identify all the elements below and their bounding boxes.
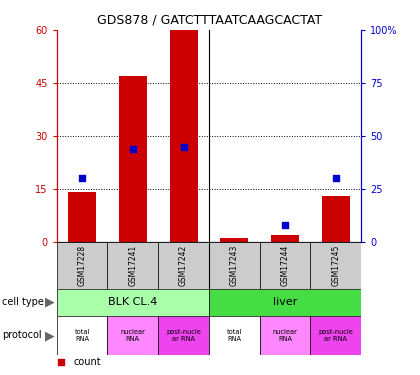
Point — [79, 176, 85, 181]
Text: ▶: ▶ — [45, 296, 54, 309]
Bar — [322, 196, 350, 242]
Text: total
RNA: total RNA — [74, 329, 90, 342]
Text: liver: liver — [273, 297, 297, 307]
Text: post-nucle
ar RNA: post-nucle ar RNA — [166, 329, 201, 342]
Text: GSM17245: GSM17245 — [331, 244, 340, 286]
Text: post-nucle
ar RNA: post-nucle ar RNA — [318, 329, 353, 342]
Bar — [57, 289, 209, 316]
Bar — [158, 242, 209, 289]
Bar — [57, 316, 108, 355]
Bar — [108, 316, 158, 355]
Text: ▶: ▶ — [45, 329, 54, 342]
Bar — [68, 192, 96, 242]
Bar — [119, 76, 147, 242]
Bar — [108, 242, 158, 289]
Bar — [271, 235, 299, 242]
Text: nuclear
RNA: nuclear RNA — [273, 329, 297, 342]
Text: GDS878 / GATCTTTAATCAAGCACTAT: GDS878 / GATCTTTAATCAAGCACTAT — [97, 13, 323, 26]
Bar — [220, 238, 248, 242]
Text: GSM17228: GSM17228 — [78, 245, 87, 286]
Point — [58, 359, 65, 365]
Bar — [260, 316, 310, 355]
Point — [282, 222, 289, 228]
Text: GSM17241: GSM17241 — [129, 245, 137, 286]
Point — [129, 146, 136, 152]
Point — [333, 176, 339, 181]
Bar — [170, 30, 197, 242]
Bar — [209, 242, 260, 289]
Text: protocol: protocol — [2, 330, 42, 340]
Bar — [310, 316, 361, 355]
Bar — [158, 316, 209, 355]
Point — [180, 144, 187, 150]
Text: cell type: cell type — [2, 297, 44, 307]
Bar — [209, 316, 260, 355]
Text: GSM17244: GSM17244 — [281, 244, 289, 286]
Text: count: count — [74, 357, 101, 367]
Text: GSM17243: GSM17243 — [230, 244, 239, 286]
Bar — [310, 242, 361, 289]
Bar — [209, 289, 361, 316]
Text: GSM17242: GSM17242 — [179, 245, 188, 286]
Bar — [260, 242, 310, 289]
Text: BLK CL.4: BLK CL.4 — [108, 297, 158, 307]
Text: total
RNA: total RNA — [227, 329, 242, 342]
Text: nuclear
RNA: nuclear RNA — [121, 329, 145, 342]
Bar — [57, 242, 108, 289]
